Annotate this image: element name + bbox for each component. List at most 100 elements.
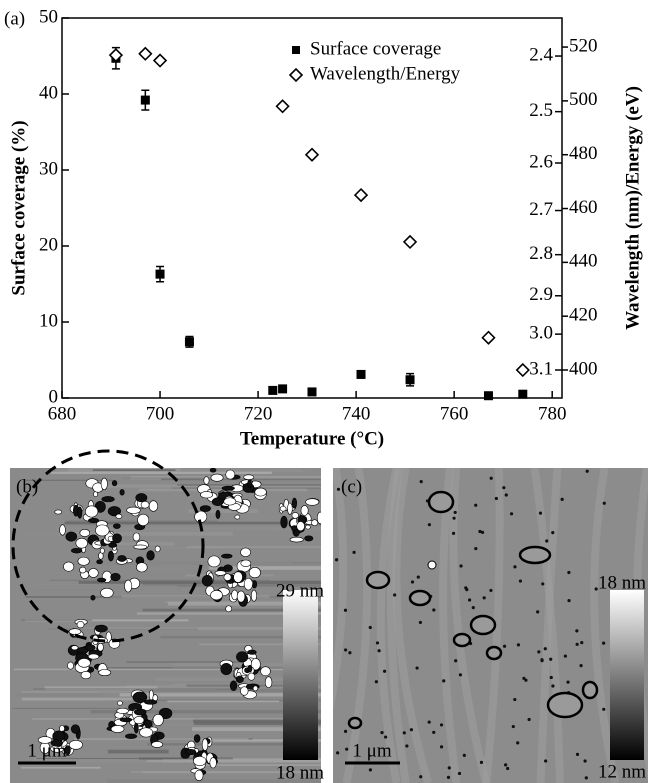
island bbox=[311, 519, 319, 527]
energy-tick-label: 2.4 bbox=[529, 44, 553, 65]
texture-streak bbox=[51, 471, 272, 474]
texture-streak bbox=[193, 721, 321, 725]
island bbox=[193, 734, 201, 743]
pit bbox=[457, 771, 462, 776]
island bbox=[254, 487, 267, 497]
texture-streak bbox=[155, 699, 321, 702]
texture-streak bbox=[108, 596, 311, 600]
data-point bbox=[483, 391, 493, 401]
pit bbox=[516, 643, 521, 647]
island bbox=[151, 741, 164, 748]
scale-max: 18 nm bbox=[598, 572, 646, 593]
pit bbox=[334, 558, 339, 562]
island bbox=[210, 473, 224, 482]
texture-streak bbox=[56, 468, 302, 471]
pit bbox=[453, 510, 457, 515]
pit bbox=[474, 503, 478, 507]
scale-min: 12 nm bbox=[598, 761, 646, 782]
y2-tick-label: 400 bbox=[569, 358, 598, 379]
island bbox=[107, 550, 114, 562]
pit bbox=[343, 608, 348, 612]
pit bbox=[524, 678, 528, 682]
texture-streak bbox=[26, 479, 114, 481]
island bbox=[247, 664, 253, 673]
pit bbox=[506, 766, 510, 771]
pit bbox=[575, 752, 580, 756]
island bbox=[211, 497, 224, 507]
island bbox=[221, 485, 235, 491]
texture-step bbox=[449, 468, 491, 783]
pit bbox=[560, 497, 564, 501]
pit bbox=[405, 744, 409, 748]
island-outline bbox=[469, 614, 497, 636]
pit bbox=[489, 476, 493, 480]
y2-axis-label: Wavelength (nm)/Energy (eV) bbox=[622, 86, 643, 330]
data-point bbox=[275, 99, 290, 114]
texture-streak bbox=[162, 759, 321, 763]
pit bbox=[494, 496, 498, 501]
island bbox=[291, 497, 298, 509]
island bbox=[140, 500, 150, 509]
data-point bbox=[138, 46, 153, 61]
texture-streak bbox=[132, 688, 321, 692]
texture-streak bbox=[130, 475, 321, 480]
data-point bbox=[481, 330, 496, 345]
texture-streak bbox=[36, 758, 196, 760]
legend-marker bbox=[292, 46, 300, 54]
x-tick-label: 680 bbox=[48, 403, 77, 424]
pit bbox=[409, 728, 414, 732]
island-outline bbox=[518, 545, 552, 565]
island bbox=[100, 587, 114, 598]
y2-tick-label: 480 bbox=[569, 143, 598, 164]
pit bbox=[402, 731, 406, 735]
pit bbox=[566, 680, 570, 684]
pit bbox=[471, 606, 475, 610]
pit bbox=[374, 680, 378, 684]
pit bbox=[459, 564, 463, 568]
island bbox=[316, 511, 321, 525]
island bbox=[240, 547, 251, 557]
island bbox=[300, 505, 309, 516]
island bbox=[240, 559, 252, 567]
island bbox=[209, 757, 217, 769]
pit bbox=[522, 676, 526, 680]
island bbox=[77, 556, 90, 566]
data-point bbox=[108, 48, 124, 63]
island bbox=[76, 646, 89, 654]
pit bbox=[536, 610, 540, 614]
island bbox=[233, 571, 243, 583]
energy-tick-label: 3.0 bbox=[529, 322, 553, 343]
island bbox=[152, 713, 164, 727]
island bbox=[65, 531, 78, 542]
island bbox=[112, 533, 122, 544]
pit bbox=[432, 730, 436, 734]
pit bbox=[537, 650, 541, 654]
texture-streak bbox=[192, 727, 321, 732]
bright-spot bbox=[427, 560, 437, 570]
pit bbox=[502, 486, 506, 490]
x-tick-label: 760 bbox=[440, 403, 469, 424]
y-tick-label: 0 bbox=[49, 386, 59, 407]
island bbox=[107, 506, 122, 517]
pit bbox=[513, 565, 517, 569]
texture-step bbox=[386, 468, 410, 783]
island bbox=[243, 577, 253, 591]
data-point bbox=[304, 147, 320, 162]
island bbox=[148, 500, 159, 512]
island-outline bbox=[408, 589, 432, 607]
pit bbox=[479, 760, 484, 764]
island bbox=[289, 536, 304, 543]
pit bbox=[540, 658, 544, 662]
island bbox=[126, 506, 141, 514]
pit bbox=[465, 588, 469, 592]
texture-streak bbox=[201, 764, 321, 766]
pit bbox=[447, 766, 451, 770]
island bbox=[133, 722, 139, 734]
pit bbox=[452, 516, 456, 520]
island bbox=[95, 524, 110, 537]
island bbox=[77, 506, 83, 519]
island bbox=[291, 525, 298, 532]
island bbox=[101, 496, 115, 503]
dashed-circle bbox=[11, 449, 205, 643]
pit bbox=[458, 673, 463, 677]
